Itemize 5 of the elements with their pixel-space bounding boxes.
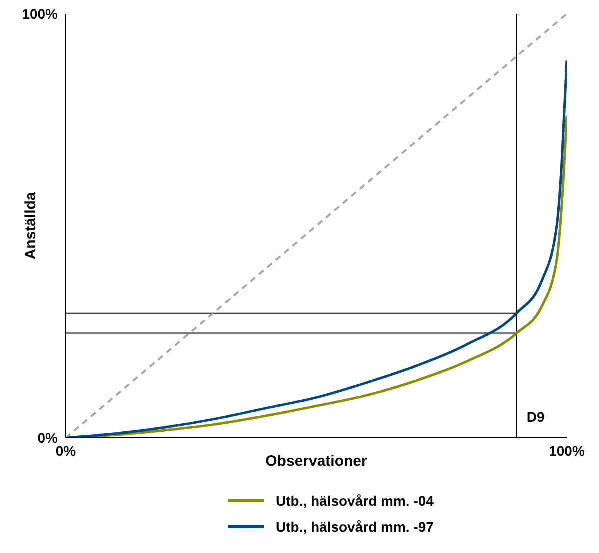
y-axis-title: Anställda — [22, 192, 40, 260]
legend-label: Utb., hälsovård mm. -04 — [276, 493, 434, 509]
ref-line-label: D9 — [526, 409, 546, 425]
legend-label: Utb., hälsovård mm. -97 — [276, 519, 434, 535]
x-axis-title: Observationer — [266, 453, 368, 470]
